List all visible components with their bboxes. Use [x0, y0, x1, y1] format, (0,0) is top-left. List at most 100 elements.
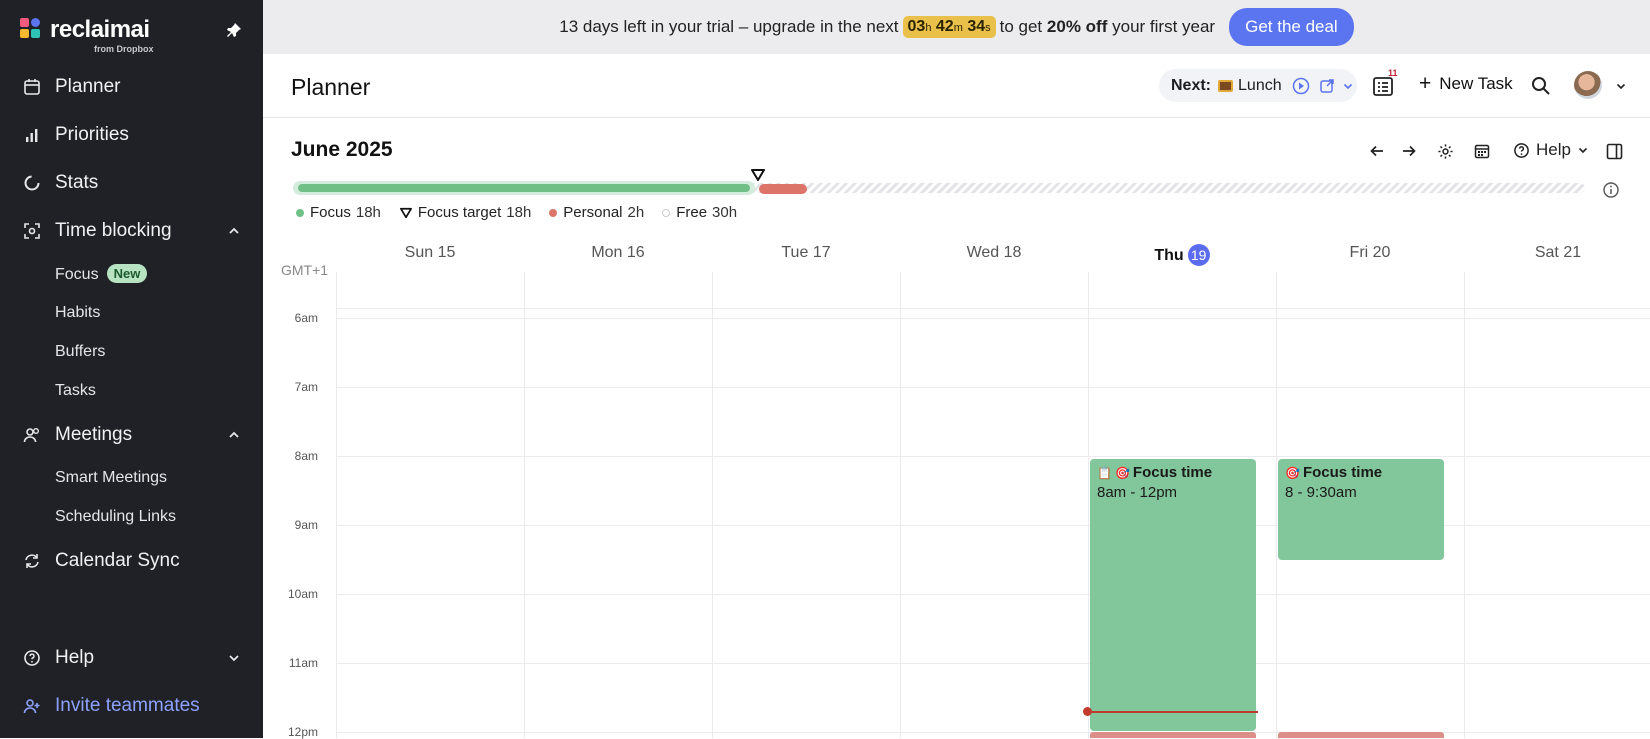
sidebar-item-label: Time blocking	[55, 220, 172, 241]
logo[interactable]: reclaimai	[20, 18, 150, 42]
new-task-button[interactable]: + New Task	[1419, 72, 1513, 95]
chevron-up-icon[interactable]	[227, 428, 241, 442]
new-badge: New	[106, 264, 148, 283]
task-list-icon[interactable]	[1371, 74, 1395, 98]
sidebar-subitem-tasks[interactable]: Tasks	[55, 382, 96, 399]
day-header-sat[interactable]: Sat 21	[1534, 244, 1582, 261]
sidebar-item-time-blocking[interactable]: Time blocking	[0, 211, 263, 251]
sidebar-item-stats[interactable]: Stats	[0, 163, 263, 203]
day-header-thu-today[interactable]: Thu 19	[1088, 244, 1276, 266]
event-personal-fri[interactable]	[1278, 732, 1444, 738]
chevron-up-icon[interactable]	[227, 224, 241, 238]
legend-value: 30h	[712, 204, 738, 221]
legend-label: Personal	[563, 204, 623, 221]
legend-label: Focus	[310, 204, 351, 221]
hour-line	[336, 318, 1650, 319]
focus-frame-icon	[22, 221, 42, 241]
event-title-row: 📋 🎯 Focus time	[1097, 464, 1213, 481]
event-title-row: 🎯 Focus time	[1285, 464, 1383, 481]
plus-icon: +	[1419, 72, 1432, 95]
sidebar-item-label: Help	[55, 647, 95, 668]
event-focus-time-fri[interactable]: 🎯 Focus time 8 - 9:30am	[1278, 459, 1444, 560]
hour-label: 11am	[288, 656, 318, 670]
chevron-down-icon	[1578, 147, 1588, 154]
logo-mark-icon	[20, 18, 42, 40]
lunch-emoji-icon	[1218, 79, 1234, 92]
next-label: Next:	[1171, 76, 1212, 94]
sidebar-item-label: Priorities	[55, 124, 129, 145]
hour-label: 7am	[294, 380, 318, 394]
sidebar-item-priorities[interactable]: Priorities	[0, 115, 263, 155]
chevron-down-icon[interactable]	[1342, 80, 1354, 92]
sidebar-subitem-focus[interactable]: Focus New	[55, 264, 148, 284]
get-deal-button[interactable]: Get the deal	[1229, 8, 1354, 46]
sidebar-item-meetings[interactable]: Meetings	[0, 415, 263, 455]
sidebar: reclaimai from Dropbox Planner Prioritie…	[0, 0, 263, 738]
hour-label: 10am	[287, 587, 318, 601]
task-emoji-icon: 📋	[1097, 466, 1112, 480]
next-event-pill[interactable]: Next: Lunch	[1159, 69, 1357, 102]
progress-legend: Focus 18h Focus target 18h Personal 2h F…	[296, 204, 755, 221]
legend-value: 18h	[355, 204, 381, 221]
sidebar-subitem-scheduling-links[interactable]: Scheduling Links	[55, 508, 176, 525]
open-external-icon[interactable]	[1319, 78, 1335, 94]
calendar-icon[interactable]	[1471, 140, 1493, 162]
legend-item-focus-target: Focus target 18h	[399, 204, 531, 221]
all-day-separator	[336, 308, 1650, 309]
help-dropdown[interactable]: Help	[1513, 140, 1589, 160]
event-focus-time-thu[interactable]: 📋 🎯 Focus time 8am - 12pm	[1090, 459, 1256, 731]
chevron-down-icon[interactable]	[1609, 74, 1633, 98]
sidebar-subitem-buffers[interactable]: Buffers	[55, 343, 106, 360]
arrow-right-icon[interactable]	[1398, 140, 1420, 162]
day-separator	[1276, 272, 1277, 738]
side-panel-icon[interactable]	[1603, 140, 1625, 162]
day-header-tue[interactable]: Tue 17	[781, 244, 831, 261]
target-emoji-icon: 🎯	[1285, 466, 1300, 480]
logo-text: reclaimai	[50, 16, 150, 43]
sidebar-item-label: Calendar Sync	[55, 550, 180, 571]
search-icon[interactable]	[1529, 74, 1553, 98]
gear-icon[interactable]	[1434, 140, 1456, 162]
target-emoji-icon: 🎯	[1114, 466, 1130, 480]
hour-line	[336, 456, 1650, 457]
help-label: Help	[1536, 140, 1571, 159]
day-separator	[524, 272, 525, 738]
weekly-progress-track	[293, 183, 1585, 193]
circle-progress-icon	[22, 173, 42, 193]
countdown-timer: 03h 42m 34s	[902, 16, 996, 38]
play-icon[interactable]	[1292, 77, 1310, 95]
legend-value: 18h	[506, 204, 532, 221]
legend-dot	[296, 208, 304, 217]
event-time: 8am - 12pm	[1097, 484, 1178, 501]
next-event-title: Lunch	[1238, 76, 1282, 94]
sidebar-subitem-habits[interactable]: Habits	[55, 304, 101, 321]
chevron-down-icon[interactable]	[227, 651, 241, 665]
sidebar-item-label: Meetings	[55, 424, 133, 445]
new-task-label: New Task	[1439, 74, 1513, 93]
legend-item-personal: Personal 2h	[549, 204, 644, 221]
bar-chart-icon	[22, 125, 42, 145]
event-personal-thu[interactable]	[1090, 732, 1256, 738]
day-separator	[900, 272, 901, 738]
avatar[interactable]	[1574, 71, 1602, 99]
sidebar-item-calendar-sync[interactable]: Calendar Sync	[0, 541, 263, 581]
day-header-mon[interactable]: Mon 16	[591, 244, 645, 261]
day-header-sun[interactable]: Sun 15	[404, 244, 456, 261]
event-time: 8 - 9:30am	[1285, 484, 1357, 501]
question-circle-icon	[1514, 142, 1529, 158]
legend-label: Focus target	[417, 204, 502, 221]
day-header-wed[interactable]: Wed 18	[966, 244, 1022, 261]
people-icon	[22, 425, 42, 445]
sidebar-subitem-smart-meetings[interactable]: Smart Meetings	[55, 469, 168, 486]
day-separator	[712, 272, 713, 738]
sidebar-item-invite-teammates[interactable]: Invite teammates	[0, 686, 263, 726]
info-icon[interactable]	[1602, 181, 1620, 199]
sidebar-item-planner[interactable]: Planner	[0, 67, 263, 107]
timezone-label: GMT+1	[281, 262, 329, 278]
notification-count: 11	[1388, 68, 1398, 78]
pin-icon[interactable]	[226, 22, 244, 40]
sidebar-item-help[interactable]: Help	[0, 638, 263, 678]
banner-text: to get	[999, 17, 1043, 36]
arrow-left-icon[interactable]	[1366, 140, 1388, 162]
day-header-fri[interactable]: Fri 20	[1349, 244, 1391, 261]
